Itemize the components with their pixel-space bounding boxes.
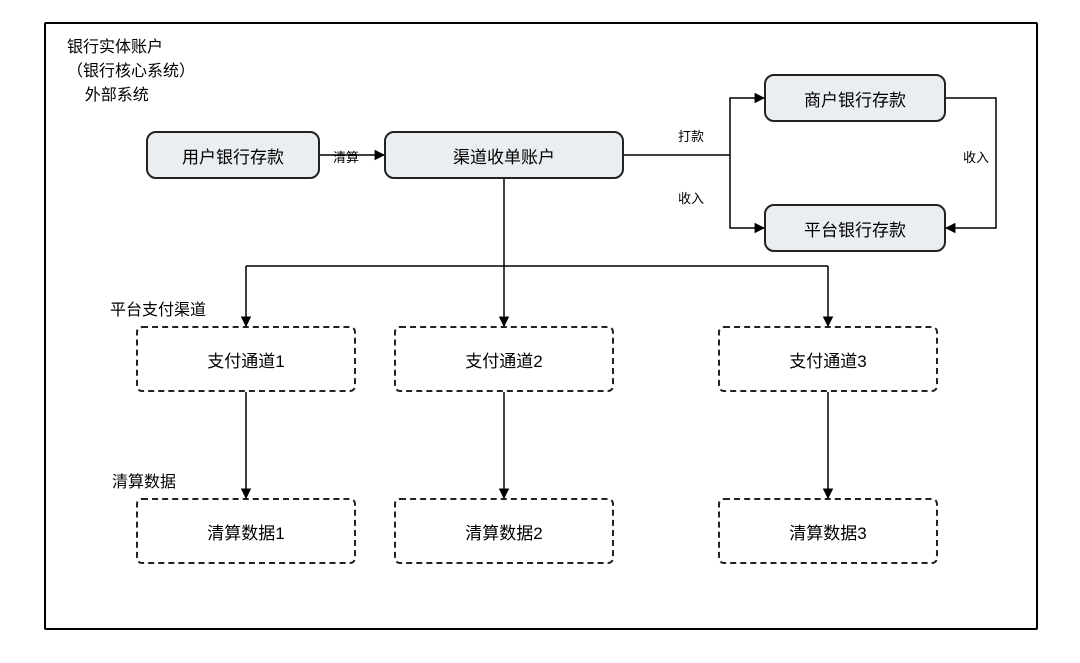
header-label: 银行实体账户 （银行核心系统） 外部系统 xyxy=(67,36,195,108)
node-pay-channel-3: 支付通道3 xyxy=(718,326,938,392)
node-label: 清算数据2 xyxy=(465,519,542,544)
node-label: 清算数据3 xyxy=(789,519,866,544)
node-clearing-data-2: 清算数据2 xyxy=(394,498,614,564)
edge-label-qingsuan: 清算 xyxy=(333,147,359,166)
node-label: 用户银行存款 xyxy=(182,143,284,168)
edge-label-dakuan: 打款 xyxy=(678,126,704,145)
node-label: 清算数据1 xyxy=(207,519,284,544)
node-pay-channel-1: 支付通道1 xyxy=(136,326,356,392)
clearing-data-section-label: 清算数据 xyxy=(112,468,176,492)
edge-label-shouru1: 收入 xyxy=(678,188,704,207)
node-label: 支付通道2 xyxy=(465,347,542,372)
node-channel-acquiring: 渠道收单账户 xyxy=(384,131,624,179)
node-label: 渠道收单账户 xyxy=(453,143,555,168)
node-clearing-data-3: 清算数据3 xyxy=(718,498,938,564)
node-merchant-bank-deposit: 商户银行存款 xyxy=(764,74,946,122)
node-label: 商户银行存款 xyxy=(804,86,906,111)
node-clearing-data-1: 清算数据1 xyxy=(136,498,356,564)
diagram-canvas: 银行实体账户 （银行核心系统） 外部系统 平台支付渠道 清算数据 清算 打款 收… xyxy=(0,0,1080,663)
node-label: 支付通道3 xyxy=(789,347,866,372)
node-user-bank-deposit: 用户银行存款 xyxy=(146,131,320,179)
node-platform-bank-deposit: 平台银行存款 xyxy=(764,204,946,252)
node-label: 支付通道1 xyxy=(207,347,284,372)
node-label: 平台银行存款 xyxy=(804,216,906,241)
node-pay-channel-2: 支付通道2 xyxy=(394,326,614,392)
platform-channel-section-label: 平台支付渠道 xyxy=(110,296,206,320)
edge-label-shouru2: 收入 xyxy=(963,147,989,166)
